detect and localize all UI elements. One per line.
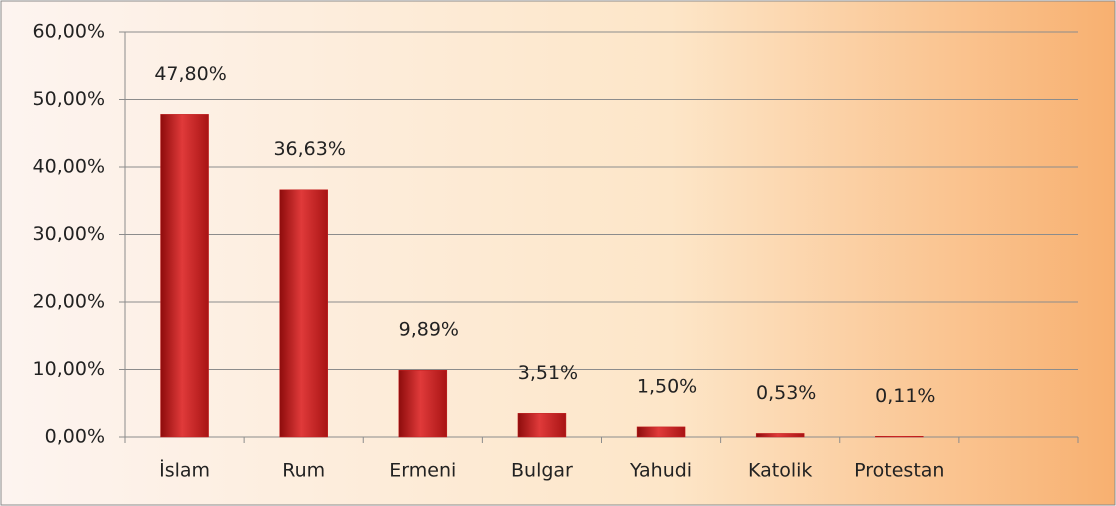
y-tick-label: 50,00% [33, 88, 105, 110]
x-tick-label: İslam [159, 459, 210, 482]
data-label: 36,63% [273, 138, 345, 160]
bar [279, 189, 328, 438]
bar [160, 114, 209, 438]
y-tick-label: 60,00% [33, 21, 105, 43]
bar [398, 369, 448, 438]
y-tick-label: 0,00% [45, 426, 105, 448]
x-tick-label: Ermeni [389, 460, 456, 482]
data-label: 47,80% [154, 63, 226, 85]
y-tick-label: 30,00% [33, 223, 105, 245]
x-tick-label: Katolik [748, 460, 812, 482]
data-label: 9,89% [399, 319, 459, 341]
bar [517, 413, 567, 438]
y-tick-label: 20,00% [33, 291, 105, 313]
x-tick-label: Bulgar [511, 460, 573, 482]
data-label: 0,11% [875, 385, 935, 407]
x-tick-label: Protestan [854, 460, 944, 482]
x-tick-label: Rum [282, 460, 325, 482]
bar [875, 436, 924, 438]
bar [755, 433, 805, 438]
y-tick-label: 10,00% [33, 358, 105, 380]
x-tick-label: Yahudi [629, 460, 692, 482]
bar [636, 426, 686, 438]
data-label: 0,53% [756, 382, 816, 404]
data-label: 1,50% [637, 375, 697, 397]
data-label: 3,51% [518, 362, 578, 384]
y-tick-label: 40,00% [33, 156, 105, 178]
